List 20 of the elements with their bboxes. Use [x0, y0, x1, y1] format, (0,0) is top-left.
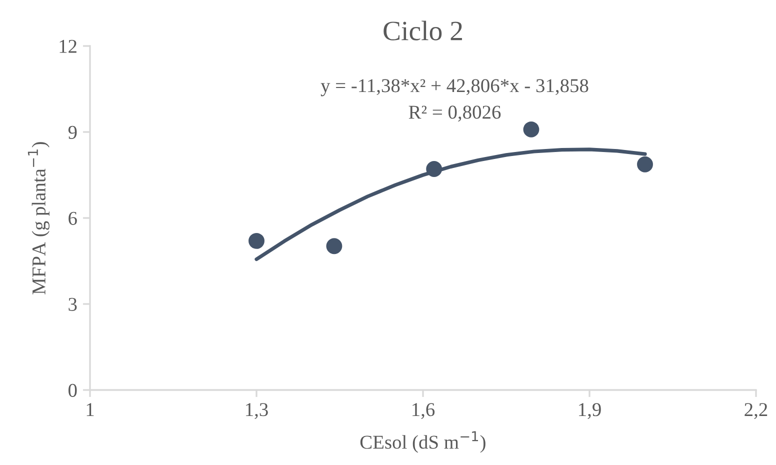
point: [426, 161, 442, 177]
chart-title: Ciclo 2: [384, 20, 462, 40]
y-axis-title: MFPA (g planta$^{−1}$): [28, 142, 50, 294]
y-tick-label: 3: [68, 298, 77, 311]
x-axis-title: CEsol (dS m$^{−1}$): [360, 431, 486, 453]
y-tick-label: 12: [60, 40, 76, 53]
x-tick-label: 1,3: [246, 403, 268, 419]
y-tick-label: 9: [68, 126, 77, 139]
x-tick-label: 1,9: [579, 403, 601, 419]
x-tick-label: 1: [86, 403, 94, 416]
x-tick-label: 2,2: [744, 403, 768, 419]
point: [523, 121, 540, 138]
x-tick-label: 1,6: [412, 403, 435, 419]
annotation: R² = 0,8026: [408, 106, 501, 122]
point: [637, 156, 653, 172]
y-tick-label: 6: [68, 212, 77, 225]
point: [326, 238, 342, 254]
y-tick-label: 0: [68, 384, 77, 397]
point: [248, 232, 264, 249]
annotation: y = -11,38*x² + 42,806*x - 31,858: [320, 79, 588, 96]
